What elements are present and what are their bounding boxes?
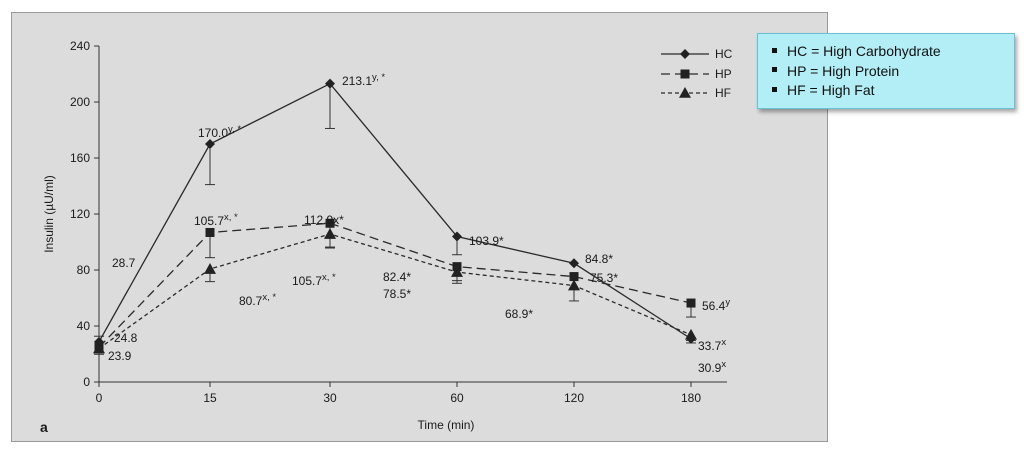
definition-item-hc: HC = High Carbohydrate [772, 42, 1004, 62]
hf-data-label: 105.7x, * [292, 272, 336, 288]
hf-data-point [568, 279, 580, 291]
series-lines [98, 82, 692, 350]
hc-data-label: 30.9x [698, 359, 726, 375]
error-bars [94, 83, 696, 355]
hp-data-label: 112.9x* [304, 213, 344, 227]
x-tick-label: 30 [323, 391, 337, 405]
y-tick-label: 120 [70, 207, 90, 221]
bullet-icon [772, 67, 777, 73]
y-tick-label: 160 [70, 151, 90, 165]
hp-data-point [686, 298, 696, 308]
hp-data-point [569, 272, 579, 282]
legend-hc-label: HC [715, 47, 733, 61]
abbreviation-definitions-box: HC = High Carbohydrate HP = High Protein… [757, 33, 1015, 109]
ticks: 0 40 80 120 160 200 240 0 15 30 60 120 180 [70, 39, 701, 405]
hp-data-label: 24.8 [114, 331, 138, 345]
hf-data-point [451, 266, 463, 277]
hc-data-label: 170.0y, * [198, 124, 241, 140]
hp-data-label: 82.4* [383, 270, 411, 284]
hc-data-label: 103.9* [469, 234, 504, 248]
y-tick-label: 80 [77, 263, 91, 277]
x-tick-label: 15 [203, 391, 217, 405]
hc-data-point [569, 258, 579, 269]
x-tick-label: 120 [564, 391, 584, 405]
hp-data-label: 56.4y [702, 297, 730, 313]
hf-data-label: 68.9* [505, 307, 533, 321]
definitions-list: HC = High Carbohydrate HP = High Protein… [772, 42, 1004, 101]
y-tick-label: 240 [70, 39, 90, 53]
hf-data-point [685, 328, 697, 340]
hf-series-line [98, 233, 692, 350]
x-tick-label: 0 [96, 391, 103, 405]
hp-series-line [98, 222, 692, 348]
hc-data-point [205, 139, 215, 149]
hc-data-point [325, 78, 335, 89]
x-tick-label: 60 [450, 391, 464, 405]
hp-data-point [205, 227, 215, 237]
hf-data-label: 80.7x, * [239, 292, 276, 308]
definition-item-hf: HF = High Fat [772, 81, 1004, 101]
legend-hf-marker [679, 87, 691, 98]
definition-text: HP = High Protein [787, 62, 900, 79]
hp-data-point [325, 218, 335, 228]
data-markers [93, 78, 697, 354]
y-axis-title: Insulin (µU/ml) [42, 175, 56, 253]
hc-data-label: 84.8* [585, 252, 613, 266]
hf-data-label: 23.9 [108, 349, 132, 363]
x-axis-title: Time (min) [418, 418, 475, 432]
legend: HC HP HF [661, 47, 733, 100]
definition-item-hp: HP = High Protein [772, 62, 1004, 82]
hf-data-point [204, 263, 216, 274]
data-labels: 28.7 170.0y, * 213.1y, * 103.9* 84.8* 24.8 105… [108, 72, 730, 375]
hp-data-label: 75.3* [590, 271, 618, 285]
definition-text: HC = High Carbohydrate [787, 43, 941, 59]
legend-hp-marker [680, 69, 690, 79]
hp-data-label: 105.7x, * [194, 212, 238, 228]
bullet-icon [772, 86, 777, 92]
bullet-icon [772, 47, 777, 53]
x-tick-label: 180 [681, 391, 701, 405]
y-tick-label: 40 [77, 319, 91, 333]
y-tick-label: 0 [83, 375, 90, 389]
legend-hp-label: HP [715, 67, 732, 81]
insulin-line-chart: 0 40 80 120 160 200 240 0 15 30 60 120 180 28.7 170.0… [40, 39, 733, 435]
legend-hf-label: HF [715, 86, 731, 100]
definition-text: HF = High Fat [787, 82, 875, 98]
hc-data-label: 213.1y, * [342, 72, 385, 88]
hf-data-point [324, 228, 336, 239]
hf-data-label: 33.7x [698, 337, 726, 353]
hc-data-point [452, 231, 462, 242]
panel-label: a [40, 419, 48, 435]
hc-series-line [98, 82, 692, 343]
hf-data-point [93, 342, 105, 354]
chart-panel: 0 40 80 120 160 200 240 0 15 30 60 120 180 28.7 170.0… [11, 12, 828, 442]
hc-data-label: 28.7 [112, 256, 136, 270]
y-tick-label: 200 [70, 95, 90, 109]
legend-hc-marker [680, 49, 690, 59]
hf-data-label: 78.5* [383, 287, 411, 301]
